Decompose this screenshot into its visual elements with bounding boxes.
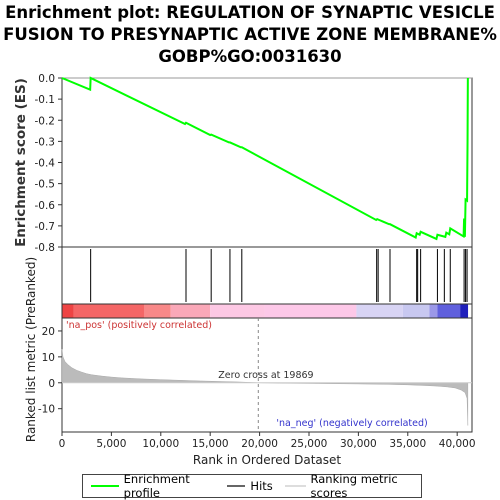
xtick-label: 0 <box>59 438 66 450</box>
pos-correlated-label: 'na_pos' (positively correlated) <box>66 320 212 331</box>
heatmap-segment <box>144 304 171 318</box>
es-ytick-label: -0.7 <box>35 221 56 233</box>
legend: Enrichment profile Hits Ranking metric s… <box>82 472 422 500</box>
plot-title: Enrichment plot: REGULATION OF SYNAPTIC … <box>0 2 500 68</box>
xtick-label: 30,000 <box>340 438 377 450</box>
es-ytick-label: -0.3 <box>35 136 56 148</box>
es-ytick-label: -0.1 <box>35 94 56 106</box>
es-profile-line <box>61 76 469 241</box>
es-ylabel: Enrichment score (ES) <box>13 78 29 247</box>
zero-cross-label: Zero cross at 19869 <box>218 370 313 381</box>
legend-label-hits: Hits <box>250 479 273 493</box>
title-line-1: Enrichment plot: REGULATION OF SYNAPTIC … <box>5 3 495 22</box>
metric-panel-frame <box>61 317 473 433</box>
neg-correlated-label: 'na_neg' (negatively correlated) <box>276 418 427 429</box>
legend-swatch-hits <box>227 485 246 487</box>
xtick-label: 25,000 <box>291 438 328 450</box>
es-ytick-label: -0.6 <box>35 200 56 212</box>
heatmap-segment <box>402 304 430 318</box>
x-axis-label: Rank in Ordered Dataset <box>193 453 341 467</box>
es-ytick-label: 0.0 <box>38 73 55 85</box>
heatmap-segment <box>170 304 211 318</box>
xtick-label: 15,000 <box>192 438 229 450</box>
hits-panel-frame <box>61 246 473 305</box>
xtick-label: 20,000 <box>241 438 278 450</box>
es-ytick-label: -0.5 <box>35 179 56 191</box>
heatmap-segment <box>73 304 144 318</box>
heatmap-segment <box>437 304 461 318</box>
legend-item-ranking-metric: Ranking metric scores <box>284 472 421 500</box>
es-ytick-label: -0.8 <box>35 242 56 254</box>
title-line-2: FUSION TO PRESYNAPTIC ACTIVE ZONE MEMBRA… <box>3 25 497 44</box>
legend-item-enrichment-profile: Enrichment profile <box>91 472 215 500</box>
xtick-label: 5,000 <box>96 438 126 450</box>
metric-ytick-label: 0 <box>48 378 55 390</box>
es-ytick-label: -0.2 <box>35 115 56 127</box>
ranked-metric-area <box>61 349 469 426</box>
legend-swatch-enrichment <box>91 485 119 487</box>
metric-ytick-label: -10 <box>38 404 55 416</box>
heatmap-segment <box>429 304 438 318</box>
legend-swatch-ranking <box>284 485 306 487</box>
xtick-label: 35,000 <box>389 438 426 450</box>
heatmap-segment <box>210 304 265 318</box>
xtick-label: 10,000 <box>142 438 179 450</box>
metric-ylabel: Ranked list metric (PreRanked) <box>24 257 38 442</box>
metric-ytick-label: 10 <box>42 352 55 364</box>
heatmap-segment <box>264 304 357 318</box>
title-line-3: GOBP%GO:0031630 <box>158 47 342 66</box>
heatmap-segment <box>460 304 469 318</box>
legend-item-hits: Hits <box>227 479 273 493</box>
heatmap-segment <box>356 304 403 318</box>
legend-label-enrichment: Enrichment profile <box>123 472 190 500</box>
metric-ytick-label: 20 <box>42 326 55 338</box>
es-ytick-label: -0.4 <box>35 158 56 170</box>
xtick-label: 40,000 <box>439 438 476 450</box>
heatmap-segment <box>62 304 74 318</box>
legend-label-ranking: Ranking metric scores <box>310 472 398 500</box>
es-panel-frame <box>61 77 473 248</box>
